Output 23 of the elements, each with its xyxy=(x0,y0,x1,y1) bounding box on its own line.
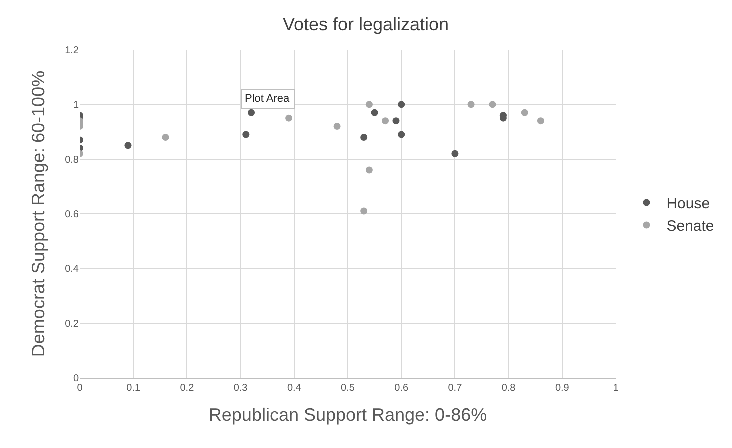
chart-title: Votes for legalization xyxy=(282,14,450,35)
y-tick-label: 0.6 xyxy=(65,210,80,220)
y-tick-label: 0.2 xyxy=(65,318,80,330)
legend-label: Senate xyxy=(666,218,714,236)
y-tick-label: 0.4 xyxy=(65,264,80,276)
y-axis-title: Democrat Support Range: 60-100% xyxy=(28,70,48,358)
x-tick-label: 0.6 xyxy=(394,383,409,394)
x-tick-label: 0.2 xyxy=(180,383,195,394)
annotation: Plot Area xyxy=(245,93,291,105)
x-tick-label: 0.1 xyxy=(126,383,141,394)
y-tick-label: 0.8 xyxy=(65,154,80,166)
x-tick-label: 0.8 xyxy=(502,383,516,394)
x-tick-label: 0.5 xyxy=(341,383,356,394)
x-axis-title: Republican Support Range: 0-86% xyxy=(208,405,488,426)
x-tick-label: 1 xyxy=(613,383,620,394)
y-tick-label: 0 xyxy=(73,374,80,384)
legend-label: House xyxy=(666,196,710,213)
y-tick-label: 1 xyxy=(73,100,80,112)
y-tick-label: 1.2 xyxy=(65,46,80,56)
x-tick-label: 0.9 xyxy=(555,383,570,394)
x-tick-label: 0.3 xyxy=(234,383,248,394)
x-tick-label: 0.4 xyxy=(287,383,302,394)
x-tick-label: 0.7 xyxy=(448,383,463,394)
